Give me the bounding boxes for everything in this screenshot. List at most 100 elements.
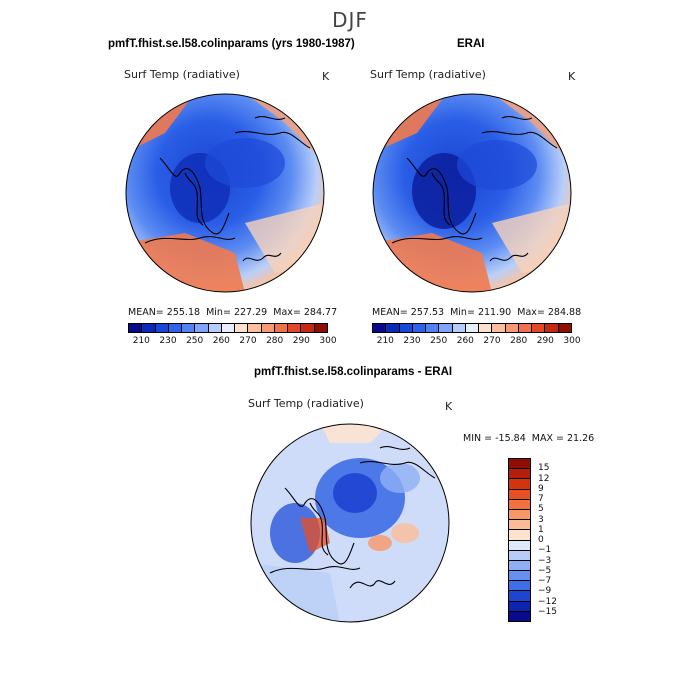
colorbar-swatch bbox=[509, 601, 530, 612]
panel-3-variable-label: Surf Temp (radiative) bbox=[248, 397, 364, 410]
max-label: Max= bbox=[517, 307, 545, 318]
panel-1-variable-label: Surf Temp (radiative) bbox=[124, 68, 240, 81]
colorbar-swatch bbox=[386, 324, 400, 332]
colorbar-swatch bbox=[182, 324, 196, 332]
colorbar-swatch bbox=[509, 581, 530, 592]
colorbar-swatch bbox=[261, 324, 275, 332]
panel-2-colorbar-ticks: 210 230 250 260 270 280 290 300 bbox=[372, 336, 581, 348]
min-value: 211.90 bbox=[477, 307, 512, 318]
panel-1-colorbar bbox=[128, 323, 328, 333]
colorbar-swatch bbox=[532, 324, 546, 332]
colorbar-swatch bbox=[558, 324, 571, 332]
colorbar-swatch bbox=[479, 324, 493, 332]
panel-3-colorbar bbox=[508, 458, 531, 622]
panel-2-title: ERAI bbox=[457, 38, 485, 50]
colorbar-swatch bbox=[545, 324, 559, 332]
colorbar-swatch bbox=[208, 324, 222, 332]
colorbar-tick-label: −3 bbox=[538, 555, 552, 566]
colorbar-swatch bbox=[399, 324, 413, 332]
colorbar-swatch bbox=[452, 324, 466, 332]
colorbar-tick-label: 0 bbox=[538, 535, 544, 545]
colorbar-swatch bbox=[509, 509, 530, 521]
colorbar-swatch bbox=[492, 324, 506, 332]
colorbar-swatch bbox=[221, 324, 236, 332]
max-label: Max= bbox=[273, 307, 301, 318]
colorbar-swatch bbox=[314, 324, 327, 332]
max-label: MAX = bbox=[531, 433, 564, 444]
panel-1-map-boundary bbox=[125, 93, 325, 293]
colorbar-tick-label: −9 bbox=[538, 586, 552, 597]
colorbar-swatch bbox=[412, 324, 427, 332]
colorbar-swatch bbox=[195, 324, 209, 332]
colorbar-tick-label: −15 bbox=[538, 606, 557, 617]
colorbar-swatch bbox=[142, 324, 156, 332]
colorbar-swatch bbox=[509, 611, 530, 621]
panel-1-units: K bbox=[322, 70, 330, 83]
colorbar-tick-label: 300 bbox=[563, 336, 581, 346]
figure-title: DJF bbox=[332, 8, 368, 32]
colorbar-swatch bbox=[129, 324, 143, 332]
colorbar-swatch bbox=[168, 324, 183, 332]
mean-label: MEAN= bbox=[128, 307, 164, 318]
panel-2-map-boundary bbox=[372, 93, 572, 293]
colorbar-tick-label: 230 bbox=[403, 336, 421, 346]
panel-2-stats: MEAN= 257.53 Min= 211.90 Max= 284.88 bbox=[372, 307, 581, 318]
colorbar-tick-label: 12 bbox=[538, 473, 550, 484]
colorbar-tick-label: 250 bbox=[186, 336, 204, 346]
panel-2-units: K bbox=[568, 70, 576, 83]
panel-3-coastlines bbox=[269, 446, 436, 589]
panel-1-coastlines bbox=[144, 116, 311, 262]
panel-2-colorbar bbox=[372, 323, 572, 333]
colorbar-tick-label: 7 bbox=[538, 494, 544, 504]
colorbar-swatch bbox=[288, 324, 302, 332]
colorbar-tick-label: 15 bbox=[538, 463, 550, 474]
panel-3-map bbox=[250, 423, 450, 623]
colorbar-swatch bbox=[439, 324, 453, 332]
colorbar-tick-label: −7 bbox=[538, 576, 552, 586]
colorbar-swatch bbox=[465, 324, 480, 332]
colorbar-swatch bbox=[509, 520, 530, 531]
panel-1-map bbox=[125, 93, 325, 293]
colorbar-swatch bbox=[509, 469, 530, 480]
panel-3-field bbox=[251, 424, 449, 622]
colorbar-tick-label: 300 bbox=[319, 336, 337, 346]
colorbar-tick-label: 280 bbox=[510, 336, 528, 346]
panel-1-stats: MEAN= 255.18 Min= 227.29 Max= 284.77 bbox=[128, 307, 337, 318]
colorbar-swatch bbox=[505, 324, 519, 332]
colorbar-swatch bbox=[518, 324, 533, 332]
colorbar-tick-label: 210 bbox=[376, 336, 394, 346]
colorbar-tick-label: 270 bbox=[483, 336, 501, 346]
colorbar-tick-label: 1 bbox=[538, 524, 544, 535]
colorbar-swatch bbox=[248, 324, 262, 332]
panel-2-map bbox=[372, 93, 572, 293]
panel-3-title: pmfT.fhist.se.l58.colinparams - ERAI bbox=[254, 366, 453, 378]
panel-1-title: pmfT.fhist.se.l58.colinparams (yrs 1980-… bbox=[108, 38, 355, 50]
colorbar-tick-label: 290 bbox=[292, 336, 310, 346]
max-value: 284.88 bbox=[547, 307, 582, 318]
colorbar-swatch bbox=[235, 324, 249, 332]
min-value: 227.29 bbox=[233, 307, 268, 318]
colorbar-swatch bbox=[274, 324, 289, 332]
max-value: 21.26 bbox=[567, 433, 595, 444]
colorbar-tick-label: 3 bbox=[538, 514, 544, 525]
colorbar-tick-label: 9 bbox=[538, 483, 544, 494]
min-label: MIN = bbox=[463, 433, 493, 444]
min-label: Min= bbox=[450, 307, 475, 318]
panel-3-units: K bbox=[445, 400, 453, 413]
colorbar-tick-label: 230 bbox=[159, 336, 177, 346]
colorbar-tick-label: 280 bbox=[266, 336, 284, 346]
colorbar-tick-label: −1 bbox=[538, 545, 552, 556]
colorbar-tick-label: −12 bbox=[538, 596, 557, 607]
colorbar-swatch bbox=[155, 324, 169, 332]
panel-3-map-boundary bbox=[250, 423, 450, 623]
colorbar-swatch bbox=[509, 530, 530, 541]
min-label: Min= bbox=[206, 307, 231, 318]
colorbar-tick-label: 210 bbox=[132, 336, 150, 346]
mean-label: MEAN= bbox=[372, 307, 408, 318]
colorbar-swatch bbox=[509, 571, 530, 582]
colorbar-tick-label: 250 bbox=[430, 336, 448, 346]
colorbar-tick-label: −5 bbox=[538, 565, 552, 576]
panel-3-stats: MIN = -15.84 MAX = 21.26 bbox=[463, 433, 594, 444]
colorbar-swatch bbox=[509, 479, 530, 490]
colorbar-swatch bbox=[426, 324, 440, 332]
